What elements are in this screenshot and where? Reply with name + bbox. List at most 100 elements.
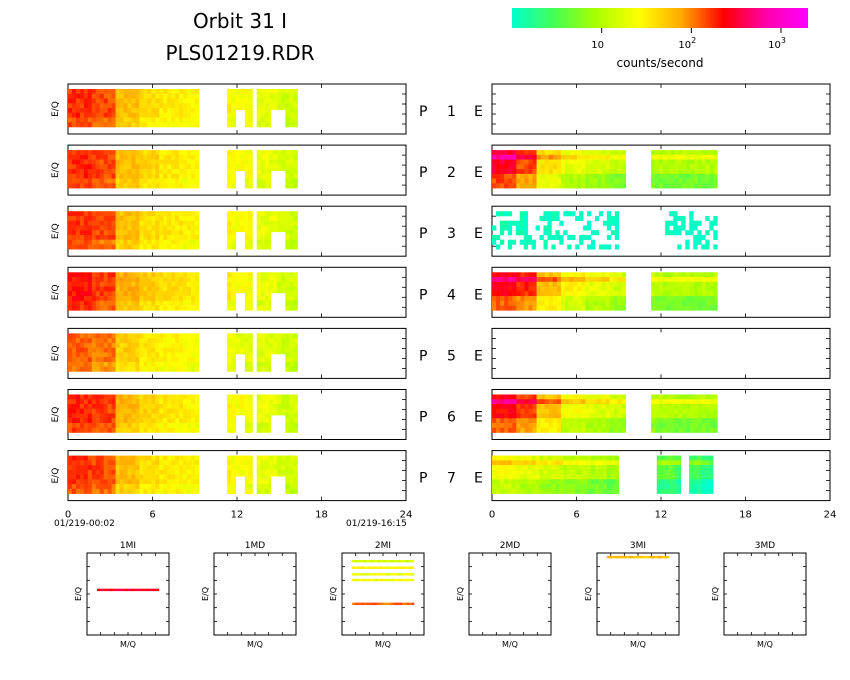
colorbar-tick-label: 102 [678,36,696,51]
small-panel-line-segment [392,566,396,569]
small-panel-line-segment [409,566,412,569]
small-panel-line-segment [392,578,396,582]
small-panel-line-segment [394,578,398,582]
small-panel-line-segment [652,555,655,559]
small-panel-line-segment [409,602,412,606]
small-panel-line-segment [99,588,102,592]
small-panel-line-segment [607,555,610,559]
small-panel-line-segment [352,578,355,582]
panel-e-6 [491,389,831,440]
small-panel-line-segment [371,573,374,576]
small-panel-line-segment [640,555,643,559]
small-panel-line-segment [409,573,412,576]
x-tick-label: 12 [231,510,244,521]
small-panel-line-segment [633,555,636,559]
small-panel-title: 2MI [375,541,391,551]
eq-axis-label: E/Q [51,345,61,361]
small-panel-line-segment [390,602,393,606]
small-panel-title: 1MI [120,541,136,551]
small-panel-line-segment [399,602,403,606]
small-panel-line-segment [397,602,400,606]
small-panel-ylabel: E/Q [584,587,593,601]
small-panel-line-segment [368,602,372,606]
eq-axis-label: E/Q [51,101,61,117]
time-labels: 01/219-00:02 01/219-16:15 [54,519,407,529]
small-panel-line-segment [356,560,360,563]
small-panel-line-segment [380,566,384,569]
colorbar-ticks: 10 102 103 [591,28,786,51]
row-label-p: P [419,471,427,487]
panel-p-1 [67,83,407,135]
small-panel-line-segment [125,588,129,592]
small-panel-line-segment [361,578,365,582]
small-panel-line-segment [618,555,622,559]
small-panel-title: 3MD [755,541,775,551]
eq-axis-label: E/Q [51,223,61,239]
small-panel-line-segment [108,588,112,592]
small-panel-line-segment [664,555,667,559]
x-tick-label: 6 [149,510,155,521]
small-panel-line-segment [120,588,124,592]
end-time-label: 01/219-16:15 [346,519,407,529]
small-panel-line-segment [359,560,362,563]
small-panel-line-segment [666,555,670,559]
row-label-p: P [419,348,427,364]
row-label-p: P [419,226,427,242]
small-panel-line-segment [385,560,388,563]
heatmap-e-6 [492,394,718,433]
heatmap-p-6 [68,394,298,435]
small-panel-line-segment [378,560,381,563]
small-panel-line-segment [149,588,153,592]
small-panel-line-segment [375,566,379,569]
small-panel-line-segment [380,602,384,606]
small-panel-line-segment [361,566,365,569]
heatmap-p-2 [68,150,298,190]
small-panel-line-segment [659,555,663,559]
small-panel-line-segment [387,602,391,606]
small-panel-line-segment [363,560,367,563]
small-panel-line-segment [354,566,357,569]
small-panel-line-segment [371,578,374,582]
panel-p-2 [67,144,407,196]
small-panel-xlabel: M/Q [630,640,646,649]
small-panel-line-segment [118,588,122,592]
small-panel-line-segment [363,602,367,606]
small-panel-line-segment [409,560,412,563]
small-panel-line-segment [385,602,388,606]
small-panel-frame [468,552,552,636]
small-panel-line-segment [356,602,360,606]
small-panel-line-segment [144,588,148,592]
small-panel-line-segment [411,602,415,606]
panel-p-5 [67,327,407,379]
title-orbit: Orbit 31 I [193,9,287,33]
small-panel-line-segment [406,573,410,576]
row-label-e: E [474,410,483,426]
small-panel-line-segment [354,602,357,606]
small-panel-line-segment [411,566,415,569]
small-panel-line-segment [609,555,612,559]
small-panel-line-segment [387,573,391,576]
small-panel-line-segment [380,573,384,576]
heatmap-e-2 [492,150,718,189]
small-panel-line-segment [375,573,379,576]
small-panel-line-segment [411,560,415,563]
small-panel-line-segment [402,573,405,576]
x-tick-label: 6 [573,510,579,521]
heatmap-e-7 [492,455,714,494]
small-panel-line-segment [390,578,393,582]
small-panel-line-segment [147,588,150,592]
heatmap-e-3 [492,211,718,250]
small-panel-line-segment [142,588,145,592]
row-label-e: E [474,287,483,303]
small-panel-line-segment [356,578,360,582]
small-panel-ylabel: E/Q [456,587,465,601]
small-panel-line-segment [356,573,360,576]
row-label-p: P [419,165,427,181]
small-panel-line-segment [397,560,400,563]
panel-frame [491,83,831,135]
row-label-e: E [474,104,483,120]
small-panel-line-segment [366,578,369,582]
eq-axis-label: E/Q [51,468,61,484]
small-panel-line-segment [359,573,362,576]
small-panel-xlabel: M/Q [757,640,773,649]
